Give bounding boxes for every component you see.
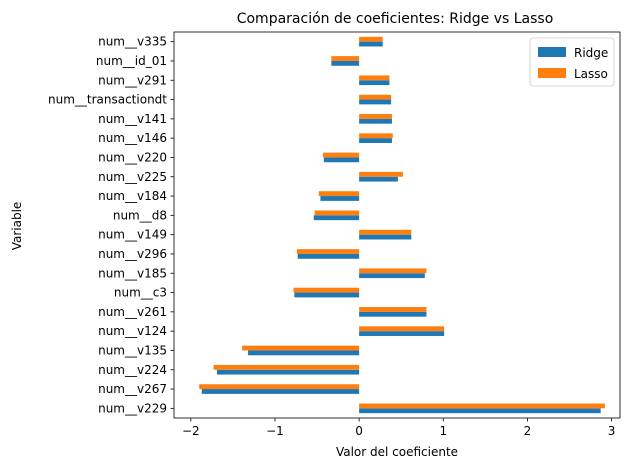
legend: Ridge Lasso bbox=[529, 37, 615, 87]
bar-ridge-num__c3 bbox=[294, 292, 360, 298]
y-tick-label: num__v335 bbox=[98, 35, 167, 49]
y-tick-label: num__v261 bbox=[98, 305, 167, 319]
x-tick-label: 3 bbox=[608, 424, 616, 438]
bar-ridge-num__v184 bbox=[320, 196, 360, 201]
y-tick-label: num__v149 bbox=[98, 228, 167, 242]
bar-lasso-num__v220 bbox=[322, 152, 360, 158]
y-tick-label: num__c3 bbox=[114, 286, 167, 300]
bar-lasso-num__v184 bbox=[318, 191, 360, 197]
bar-ridge-num__v261 bbox=[359, 311, 427, 317]
x-tick-label: 1 bbox=[439, 424, 447, 438]
bar-ridge-num__v291 bbox=[359, 80, 390, 86]
x-tick-label: −1 bbox=[266, 424, 284, 438]
bar-lasso-num__v261 bbox=[359, 307, 427, 312]
legend-label-ridge: Ridge bbox=[574, 46, 608, 60]
bar-lasso-num__v224 bbox=[213, 364, 360, 370]
bar-ridge-num__v185 bbox=[359, 273, 425, 279]
bar-lasso-num__d8 bbox=[314, 210, 360, 216]
bar-lasso-num__id_01 bbox=[331, 56, 360, 61]
y-tick-label: num__d8 bbox=[113, 208, 167, 222]
y-tick-label: num__v296 bbox=[98, 247, 167, 261]
bar-lasso-num__v225 bbox=[359, 171, 403, 177]
bar-lasso-num__v291 bbox=[359, 75, 390, 81]
bars-group bbox=[199, 36, 605, 414]
bar-lasso-num__v335 bbox=[359, 36, 383, 42]
bar-ridge-num__v220 bbox=[323, 157, 360, 163]
bar-lasso-num__v229 bbox=[359, 403, 605, 409]
bar-lasso-num__v267 bbox=[199, 384, 360, 390]
y-tick-label: num__v124 bbox=[98, 324, 167, 338]
plot-frame bbox=[173, 31, 621, 419]
bar-ridge-num__id_01 bbox=[331, 60, 360, 66]
x-axis-ticks: −2 −1 0 1 2 3 bbox=[182, 418, 615, 438]
bar-ridge-num__v229 bbox=[359, 408, 601, 414]
bar-lasso-num__v135 bbox=[242, 345, 360, 351]
y-tick-label: num__v135 bbox=[98, 343, 167, 357]
bar-lasso-num__v141 bbox=[359, 114, 392, 119]
bar-lasso-num__c3 bbox=[293, 287, 360, 293]
bar-lasso-num__v124 bbox=[359, 326, 445, 332]
y-tick-label: num__transactiondt bbox=[48, 93, 167, 107]
legend-label-lasso: Lasso bbox=[574, 67, 608, 81]
x-tick-label: −2 bbox=[182, 424, 200, 438]
bar-ridge-num__v225 bbox=[359, 176, 398, 182]
y-tick-label: num__v229 bbox=[98, 401, 167, 415]
bar-ridge-num__d8 bbox=[313, 215, 360, 221]
y-tick-label: num__v291 bbox=[98, 73, 167, 87]
bar-ridge-num__v124 bbox=[359, 331, 445, 336]
bar-ridge-num__v146 bbox=[359, 138, 392, 143]
y-tick-label: num__v267 bbox=[98, 382, 167, 396]
y-axis-label: Variable bbox=[10, 202, 24, 251]
chart-title: Comparación de coeficientes: Ridge vs La… bbox=[237, 11, 554, 27]
bar-ridge-num__v335 bbox=[359, 41, 383, 47]
bar-lasso-num__v296 bbox=[296, 249, 360, 254]
bar-ridge-num__v135 bbox=[248, 350, 360, 356]
bar-lasso-num__transactiondt bbox=[359, 94, 392, 100]
y-tick-label: num__v224 bbox=[98, 363, 167, 377]
y-tick-label: num__v185 bbox=[98, 266, 167, 280]
bar-lasso-num__v146 bbox=[359, 133, 393, 139]
y-tick-label: num__v220 bbox=[98, 150, 167, 164]
y-tick-label: num__v184 bbox=[98, 189, 167, 203]
bar-ridge-num__v149 bbox=[359, 234, 412, 240]
legend-swatch-lasso bbox=[538, 68, 566, 78]
bar-lasso-num__v185 bbox=[359, 268, 427, 274]
bar-ridge-num__transactiondt bbox=[359, 99, 392, 105]
y-tick-label: num__v146 bbox=[98, 131, 167, 145]
x-tick-label: 2 bbox=[524, 424, 532, 438]
bar-ridge-num__v141 bbox=[359, 118, 392, 124]
legend-swatch-ridge bbox=[538, 47, 566, 57]
y-tick-label: num__v225 bbox=[98, 170, 167, 184]
y-tick-label: num__v141 bbox=[98, 112, 167, 126]
y-tick-label: num__id_01 bbox=[96, 54, 167, 68]
bar-ridge-num__v224 bbox=[216, 369, 360, 375]
x-axis-label: Valor del coeficiente bbox=[336, 445, 458, 459]
bar-ridge-num__v267 bbox=[201, 389, 360, 394]
bar-ridge-num__v296 bbox=[297, 253, 360, 259]
x-tick-label: 0 bbox=[355, 424, 363, 438]
y-axis-ticks: num__v229 num__v267 num__v224 num__v135 num_… bbox=[48, 35, 174, 415]
bar-lasso-num__v149 bbox=[359, 229, 412, 235]
